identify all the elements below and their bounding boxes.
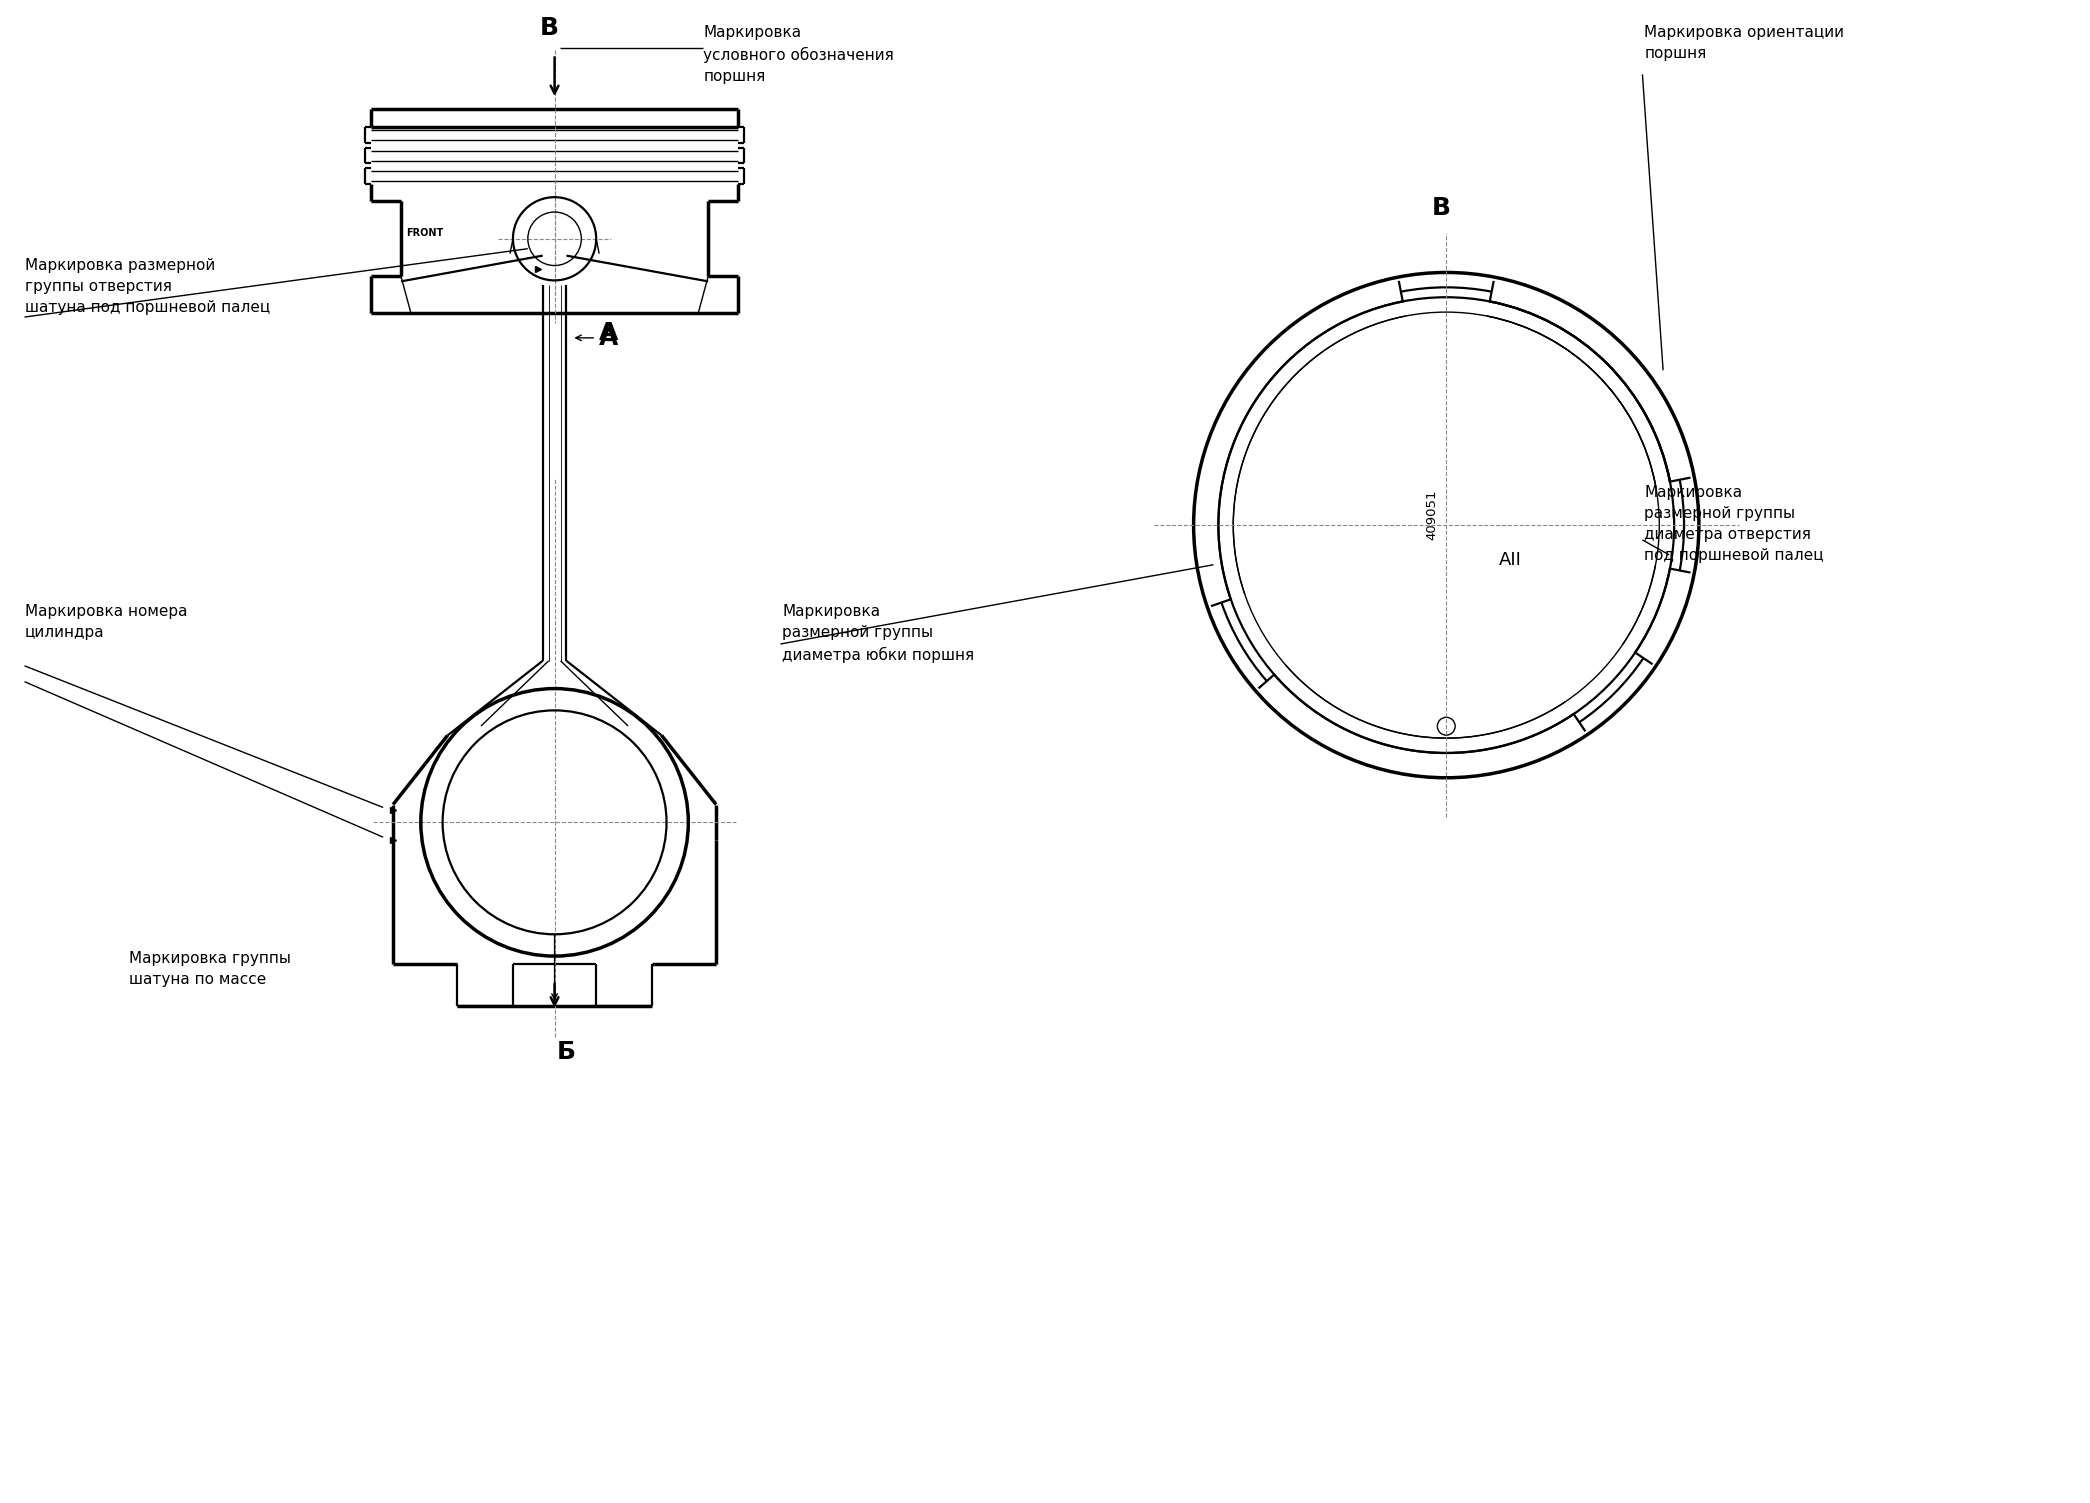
Text: Б: Б bbox=[556, 1040, 577, 1064]
Text: А: А bbox=[600, 326, 619, 350]
Text: АII: АII bbox=[1499, 550, 1522, 568]
Text: Маркировка размерной
группы отверстия
шатуна под поршневой палец: Маркировка размерной группы отверстия ша… bbox=[25, 257, 270, 314]
Text: 409051: 409051 bbox=[1425, 490, 1438, 541]
Text: В: В bbox=[1432, 195, 1450, 219]
Text: Маркировка
размерной группы
диаметра юбки поршня: Маркировка размерной группы диаметра юбк… bbox=[782, 604, 974, 663]
Text: Маркировка
условного обозначения
поршня: Маркировка условного обозначения поршня bbox=[702, 24, 895, 84]
Text: В: В bbox=[539, 15, 560, 39]
Text: Маркировка номера
цилиндра: Маркировка номера цилиндра bbox=[25, 604, 186, 640]
Text: Маркировка ориентации
поршня: Маркировка ориентации поршня bbox=[1645, 24, 1843, 60]
Text: FRONT: FRONT bbox=[405, 228, 443, 237]
Text: Маркировка группы
шатуна по массе: Маркировка группы шатуна по массе bbox=[130, 951, 291, 987]
Text: А: А bbox=[600, 322, 619, 344]
Text: Маркировка
размерной группы
диаметра отверстия
под поршневой палец: Маркировка размерной группы диаметра отв… bbox=[1645, 485, 1825, 564]
